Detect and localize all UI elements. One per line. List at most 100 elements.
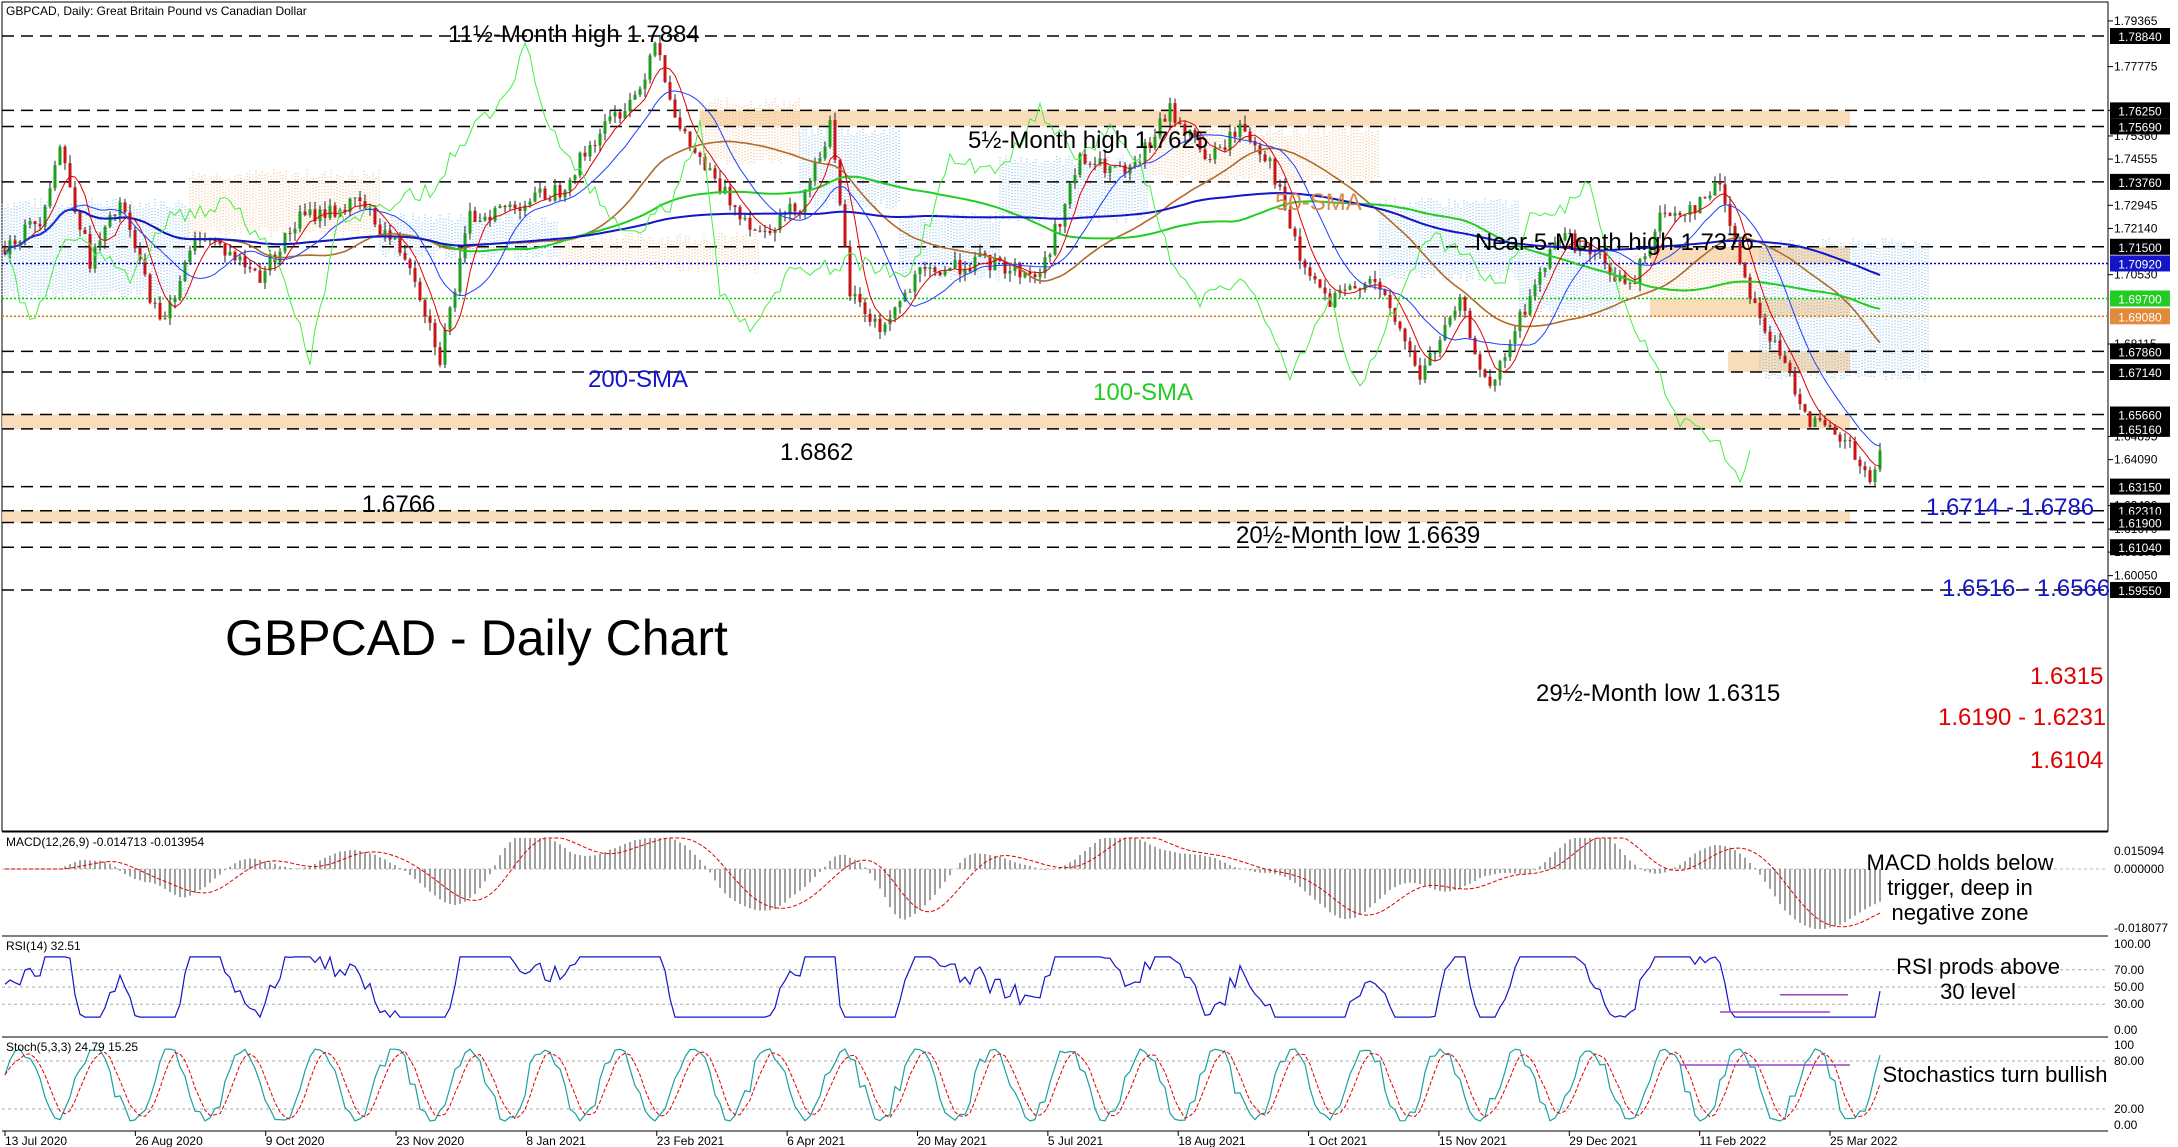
candle-body — [643, 79, 647, 89]
candle-body — [38, 224, 42, 227]
candle-body — [1208, 159, 1212, 161]
level-price-box — [2110, 364, 2170, 381]
candle-body — [398, 238, 402, 253]
candle-body — [943, 270, 947, 276]
candle-body — [928, 267, 932, 270]
candle-body — [1653, 231, 1657, 250]
candle-body — [1343, 289, 1347, 291]
candle-body — [228, 251, 232, 256]
candle-body — [13, 240, 17, 245]
candle-body — [143, 259, 147, 275]
macd-panel: 0.015094 0.000000 -0.018077 — [2, 837, 2168, 935]
zone-band — [2, 510, 1850, 523]
candle-body — [1588, 243, 1592, 255]
candle-body — [713, 168, 717, 179]
rsi-tick-label: 70.00 — [2114, 963, 2144, 977]
candle-body — [893, 307, 897, 319]
candle-body — [558, 185, 562, 198]
level-price-box — [2110, 539, 2170, 556]
level-price-text: 1.69700 — [2118, 292, 2162, 306]
rsi-label: RSI(14) 32.51 — [6, 939, 81, 953]
annotation-level-1: 1.6315 — [2030, 663, 2103, 690]
candle-body — [113, 214, 117, 216]
y-tick-label: 1.72945 — [2114, 198, 2158, 212]
candle-body — [498, 205, 502, 209]
candle-body — [1188, 129, 1192, 135]
candle-body — [1168, 103, 1172, 122]
candle-body — [263, 270, 267, 283]
x-tick-label: 6 Apr 2021 — [787, 1134, 845, 1147]
candle-body — [1563, 232, 1567, 241]
candle-body — [603, 121, 607, 134]
macd-tick-label: 0.015094 — [2114, 844, 2164, 858]
candle-body — [868, 313, 872, 322]
candle-body — [1753, 298, 1757, 303]
candle-body — [1468, 310, 1472, 339]
candle-body — [423, 300, 427, 317]
candle-body — [1758, 302, 1762, 318]
candle-body — [73, 187, 77, 212]
candle-body — [1658, 212, 1662, 232]
candle-body — [1778, 340, 1782, 356]
level-price-box — [2110, 582, 2170, 598]
candle-body — [1798, 394, 1802, 405]
candle-body — [1058, 223, 1062, 227]
candle-body — [1348, 285, 1352, 290]
candle-body — [1458, 297, 1462, 311]
candle-body — [618, 112, 622, 119]
candle-body — [513, 204, 517, 209]
candle-body — [383, 230, 387, 235]
candle-body — [833, 120, 837, 160]
candle-body — [293, 228, 297, 234]
candle-body — [528, 201, 532, 206]
rsi-note-1: RSI prods above — [1896, 954, 2060, 979]
chart-title: GBPCAD - Daily Chart — [225, 610, 728, 666]
candle-body — [913, 274, 917, 292]
candle-body — [948, 267, 952, 271]
x-tick-label: 11 Feb 2022 — [1700, 1134, 1767, 1147]
candle-body — [1318, 279, 1322, 288]
candle-body — [88, 233, 92, 269]
candle-body — [368, 208, 372, 210]
candle-body — [163, 318, 167, 320]
candle-body — [1558, 240, 1562, 243]
candle-body — [438, 347, 442, 365]
level-price-box — [2110, 28, 2170, 44]
annotation-low-29m: 29½-Month low 1.6315 — [1536, 680, 1780, 707]
annotation-near-high-5m: Near 5-Month high 1.7376 — [1475, 229, 1754, 256]
candle-body — [598, 133, 602, 146]
candle-body — [1703, 197, 1707, 199]
candle-body — [1433, 352, 1437, 354]
candle-body — [633, 94, 637, 100]
candle-body — [1353, 285, 1357, 289]
candle-body — [538, 188, 542, 193]
candle-body — [1668, 213, 1672, 216]
stoch-panel: 100 80.00 20.00 0.00 — [2, 1038, 2144, 1132]
candle-body — [1163, 118, 1167, 122]
candle-body — [1228, 131, 1232, 151]
candle-body — [33, 221, 37, 225]
candle-body — [388, 230, 392, 240]
candle-body — [1483, 369, 1487, 377]
candle-body — [253, 268, 257, 271]
candle-body — [953, 260, 957, 268]
candle-body — [818, 158, 822, 162]
level-price-text: 1.78840 — [2118, 30, 2162, 44]
candle-body — [1733, 225, 1737, 243]
candle-body — [1493, 379, 1497, 386]
candle-body — [763, 230, 767, 232]
candle-body — [133, 229, 137, 249]
candle-body — [448, 307, 452, 330]
macd-tick-label: 0.000000 — [2114, 862, 2164, 876]
candle-body — [1238, 123, 1242, 137]
candle-body — [1688, 205, 1692, 215]
candle-body — [1383, 289, 1387, 296]
candle-body — [473, 210, 477, 222]
candle-body — [958, 260, 962, 275]
candle-body — [1018, 263, 1022, 278]
annotation-level-2: 1.6104 — [2030, 747, 2103, 774]
candle-body — [903, 292, 907, 302]
candle-body — [1158, 118, 1162, 137]
candle-body — [853, 293, 857, 297]
candle-body — [1093, 163, 1097, 165]
